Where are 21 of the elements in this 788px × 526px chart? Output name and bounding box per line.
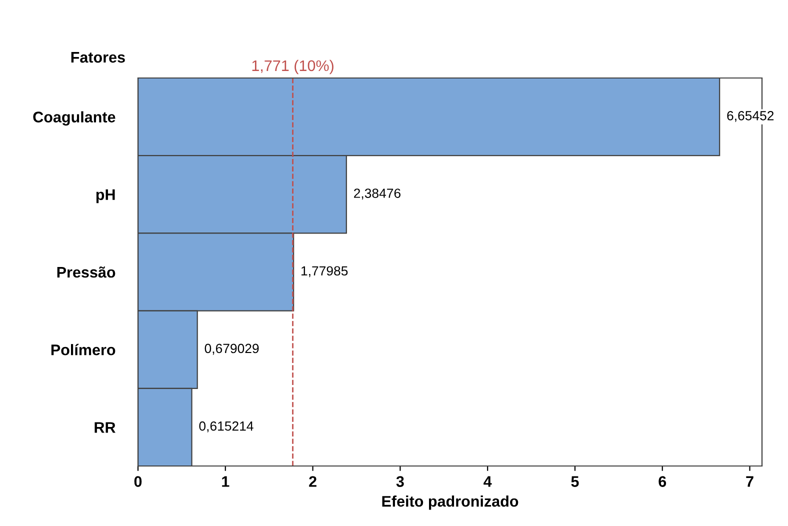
x-tick-label: 7	[746, 476, 754, 487]
data-label: 6,65452	[727, 111, 774, 122]
ref-line-label: 1,771 (10%)	[252, 60, 334, 74]
x-tick-label: 6	[658, 476, 666, 487]
y-tick-label: Pressão	[57, 266, 116, 278]
x-tick-label: 5	[571, 476, 579, 487]
data-label: 1,77985	[302, 266, 348, 278]
y-tick-label: Coagulante	[33, 111, 116, 126]
data-label: 0,679029	[204, 344, 259, 355]
y-tick-label: Polímero	[51, 344, 116, 356]
x-axis-title: Efeito padronizado	[382, 496, 518, 510]
y-axis-title: Fatores	[71, 52, 125, 63]
data-label: 0,615214	[199, 421, 254, 432]
y-tick-label: pH	[96, 189, 115, 204]
x-tick-label: 3	[396, 476, 404, 487]
x-tick-label: 2	[309, 476, 316, 487]
x-tick-label: 1	[222, 476, 230, 487]
y-tick-label: RR	[94, 422, 116, 433]
x-tick-label: 4	[484, 476, 492, 487]
x-tick-label: 0	[134, 476, 142, 487]
data-label: 2,38476	[354, 188, 400, 200]
